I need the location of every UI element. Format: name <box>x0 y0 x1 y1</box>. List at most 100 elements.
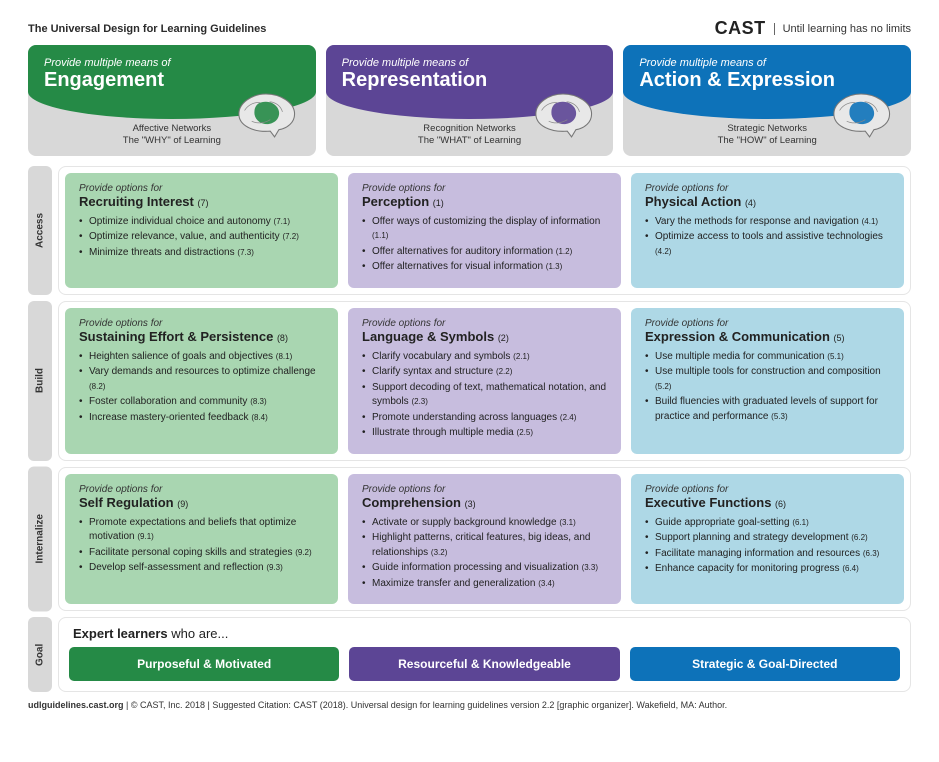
checkpoint: Promote understanding across languages (… <box>362 411 607 426</box>
brain-icon <box>230 89 302 139</box>
checkpoint: Develop self-assessment and reflection (… <box>79 561 324 576</box>
checkpoint: Illustrate through multiple media (2.5) <box>362 426 607 441</box>
checkpoint: Use multiple media for communication (5.… <box>645 350 890 365</box>
cell-kicker: Provide options for <box>79 484 324 495</box>
checkpoint: Clarify vocabulary and symbols (2.1) <box>362 350 607 365</box>
checkpoint: Vary the methods for response and naviga… <box>645 215 890 230</box>
grid: Access Provide options for Recruiting In… <box>28 166 911 612</box>
checkpoint: Heighten salience of goals and objective… <box>79 350 324 365</box>
cell-0-1: Provide options for Perception (1) Offer… <box>348 173 621 288</box>
cell-heading: Executive Functions (6) <box>645 495 890 510</box>
cell-heading: Language & Symbols (2) <box>362 329 607 344</box>
checkpoint-list: Vary the methods for response and naviga… <box>645 215 890 260</box>
row-cells: Provide options for Sustaining Effort & … <box>58 301 911 461</box>
header-kicker: Provide multiple means of <box>639 57 895 69</box>
cell-kicker: Provide options for <box>362 183 607 194</box>
cell-heading: Self Regulation (9) <box>79 495 324 510</box>
checkpoint: Facilitate personal coping skills and st… <box>79 546 324 561</box>
row-build: Build Provide options for Sustaining Eff… <box>28 301 911 461</box>
cell-1-2: Provide options for Expression & Communi… <box>631 308 904 454</box>
goal-row: Goal Expert learners who are... Purposef… <box>28 617 911 692</box>
row-internalize: Internalize Provide options for Self Reg… <box>28 467 911 612</box>
header-cell-2: Provide multiple means of Action & Expre… <box>623 45 911 156</box>
goal-pills: Purposeful & MotivatedResourceful & Know… <box>69 647 900 681</box>
checkpoint: Build fluencies with graduated levels of… <box>645 395 890 424</box>
checkpoint: Facilitate managing information and reso… <box>645 547 890 562</box>
brand-tagline: Until learning has no limits <box>774 23 911 35</box>
cell-heading: Physical Action (4) <box>645 194 890 209</box>
goal-box: Expert learners who are... Purposeful & … <box>58 617 911 692</box>
checkpoint: Use multiple tools for construction and … <box>645 365 890 394</box>
cell-2-1: Provide options for Comprehension (3) Ac… <box>348 474 621 605</box>
checkpoint: Support decoding of text, mathematical n… <box>362 381 607 410</box>
checkpoint: Enhance capacity for monitoring progress… <box>645 562 890 577</box>
checkpoint-list: Optimize individual choice and autonomy … <box>79 215 324 261</box>
checkpoint: Offer alternatives for auditory informat… <box>362 245 607 260</box>
cell-kicker: Provide options for <box>645 318 890 329</box>
top-bar: The Universal Design for Learning Guidel… <box>28 18 911 39</box>
cell-2-0: Provide options for Self Regulation (9) … <box>65 474 338 605</box>
cell-kicker: Provide options for <box>362 318 607 329</box>
goal-pill-0: Purposeful & Motivated <box>69 647 339 681</box>
header-kicker: Provide multiple means of <box>44 57 300 69</box>
cell-kicker: Provide options for <box>79 183 324 194</box>
header-cell-0: Provide multiple means of Engagement Aff… <box>28 45 316 156</box>
checkpoint-list: Guide appropriate goal-setting (6.1)Supp… <box>645 516 890 577</box>
checkpoint-list: Promote expectations and beliefs that op… <box>79 516 324 576</box>
footer: udlguidelines.cast.org | © CAST, Inc. 20… <box>28 700 911 710</box>
page-title: The Universal Design for Learning Guidel… <box>28 23 266 35</box>
goal-heading-rest: who are... <box>168 626 229 641</box>
cell-heading: Comprehension (3) <box>362 495 607 510</box>
row-label: Build <box>28 301 52 461</box>
checkpoint: Activate or supply background knowledge … <box>362 516 607 531</box>
cell-kicker: Provide options for <box>362 484 607 495</box>
cell-kicker: Provide options for <box>645 183 890 194</box>
brain-icon <box>527 89 599 139</box>
row-access: Access Provide options for Recruiting In… <box>28 166 911 295</box>
checkpoint: Offer alternatives for visual informatio… <box>362 260 607 275</box>
footer-rest: | © CAST, Inc. 2018 | Suggested Citation… <box>124 700 728 710</box>
cell-heading: Expression & Communication (5) <box>645 329 890 344</box>
cell-1-0: Provide options for Sustaining Effort & … <box>65 308 338 454</box>
checkpoint: Optimize relevance, value, and authentic… <box>79 230 324 245</box>
brand: CAST Until learning has no limits <box>715 18 911 39</box>
cell-0-2: Provide options for Physical Action (4) … <box>631 173 904 288</box>
checkpoint: Maximize transfer and generalization (3.… <box>362 577 607 592</box>
brand-name: CAST <box>715 18 766 39</box>
cell-1-1: Provide options for Language & Symbols (… <box>348 308 621 454</box>
checkpoint-list: Clarify vocabulary and symbols (2.1)Clar… <box>362 350 607 441</box>
checkpoint: Guide information processing and visuali… <box>362 561 607 576</box>
checkpoint: Increase mastery-oriented feedback (8.4) <box>79 411 324 426</box>
checkpoint: Optimize access to tools and assistive t… <box>645 230 890 259</box>
header-cell-1: Provide multiple means of Representation… <box>326 45 614 156</box>
goal-heading: Expert learners who are... <box>69 626 900 641</box>
cell-heading: Sustaining Effort & Persistence (8) <box>79 329 324 344</box>
row-label: Internalize <box>28 467 52 612</box>
checkpoint: Foster collaboration and community (8.3) <box>79 395 324 410</box>
checkpoint: Highlight patterns, critical features, b… <box>362 531 607 560</box>
row-cells: Provide options for Recruiting Interest … <box>58 166 911 295</box>
header-title: Engagement <box>44 69 300 91</box>
goal-heading-strong: Expert learners <box>73 626 168 641</box>
checkpoint: Guide appropriate goal-setting (6.1) <box>645 516 890 531</box>
checkpoint: Promote expectations and beliefs that op… <box>79 516 324 545</box>
brain-icon <box>825 89 897 139</box>
header-title: Action & Expression <box>639 69 895 91</box>
checkpoint: Vary demands and resources to optimize c… <box>79 365 324 394</box>
row-label-goal: Goal <box>28 617 52 692</box>
cell-kicker: Provide options for <box>79 318 324 329</box>
checkpoint-list: Offer ways of customizing the display of… <box>362 215 607 275</box>
goal-pill-2: Strategic & Goal-Directed <box>630 647 900 681</box>
checkpoint-list: Use multiple media for communication (5.… <box>645 350 890 425</box>
header-row: Provide multiple means of Engagement Aff… <box>28 45 911 156</box>
checkpoint-list: Activate or supply background knowledge … <box>362 516 607 592</box>
checkpoint-list: Heighten salience of goals and objective… <box>79 350 324 426</box>
checkpoint: Minimize threats and distractions (7.3) <box>79 246 324 261</box>
footer-site: udlguidelines.cast.org <box>28 700 124 710</box>
checkpoint: Optimize individual choice and autonomy … <box>79 215 324 230</box>
cell-2-2: Provide options for Executive Functions … <box>631 474 904 605</box>
checkpoint: Clarify syntax and structure (2.2) <box>362 365 607 380</box>
header-title: Representation <box>342 69 598 91</box>
checkpoint: Offer ways of customizing the display of… <box>362 215 607 244</box>
row-label: Access <box>28 166 52 295</box>
